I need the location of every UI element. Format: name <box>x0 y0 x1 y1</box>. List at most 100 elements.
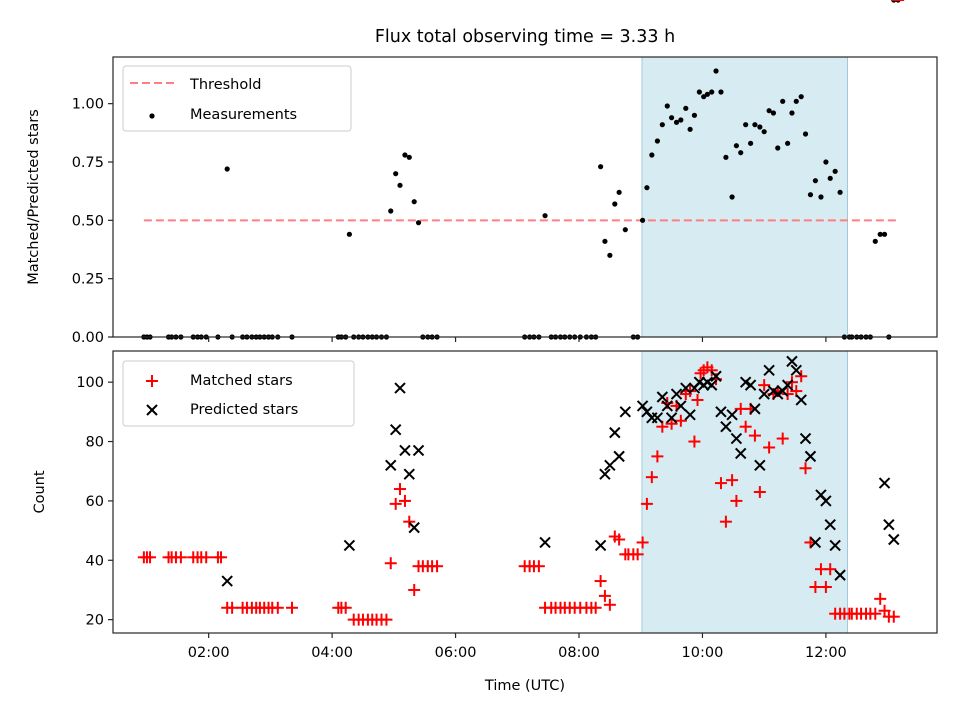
bottom-y-tick-label: 40 <box>86 553 104 569</box>
matched-star-point <box>403 515 416 528</box>
measurement-point <box>837 189 843 195</box>
predicted-star-point <box>599 468 611 480</box>
measurement-point <box>823 159 829 165</box>
matched-star-point <box>705 364 718 377</box>
predicted-star-point <box>715 406 727 418</box>
measurement-point <box>678 117 684 123</box>
predicted-star-point <box>786 355 798 368</box>
predicted-star-point <box>604 459 616 471</box>
measurement-point <box>388 208 394 214</box>
bottom-y-tick-label: 60 <box>86 494 104 510</box>
matched-star-point <box>398 494 411 507</box>
bottom-x-ticks: 02:00 04:00 06:00 08:00 10:00 12:00 <box>188 633 847 661</box>
top-legend-box <box>122 65 352 132</box>
matched-star-point <box>809 580 822 593</box>
predicted-star-point <box>675 400 687 412</box>
x-tick-label: 10:00 <box>682 645 724 661</box>
x-axis-label: Time (UTC) <box>484 678 565 694</box>
measurement-point <box>664 103 670 109</box>
legend-matched-label: Matched stars <box>190 373 293 389</box>
bottom-y-tick-label: 20 <box>86 613 104 629</box>
measurement-point <box>775 145 781 151</box>
measurement-point <box>224 166 230 172</box>
top-y-tick-label: 1.00 <box>72 97 104 113</box>
measurement-point <box>639 217 646 223</box>
measurement-point <box>616 189 622 195</box>
predicted-star-point <box>763 364 775 377</box>
matched-star-point <box>613 533 626 546</box>
matched-star-point <box>380 613 393 626</box>
top-y-tick-label: 0.50 <box>72 213 104 229</box>
measurement-point <box>411 199 417 205</box>
measurement-point <box>607 252 613 258</box>
matched-stars-points <box>137 0 905 626</box>
measurement-point <box>818 194 824 200</box>
x-tick-label: 06:00 <box>435 645 477 661</box>
predicted-star-point <box>888 533 900 546</box>
measurement-point <box>872 238 878 244</box>
matched-star-point <box>532 560 545 573</box>
top-x-ticks <box>208 337 827 342</box>
matched-star-point <box>869 607 882 620</box>
measurement-point <box>802 131 809 137</box>
matched-star-point <box>408 583 421 596</box>
measurement-point <box>827 175 833 181</box>
chart-title: Flux total observing time = 3.33 h <box>375 27 675 47</box>
matched-star-point <box>674 414 687 427</box>
measurement-point <box>812 178 819 184</box>
measurement-point <box>346 231 352 237</box>
predicted-star-point <box>656 391 669 403</box>
predicted-star-point <box>730 432 743 445</box>
predicted-star-point <box>680 382 692 394</box>
matched-star-point <box>645 471 658 484</box>
top-y-ticks: 0.00 0.25 0.50 0.75 1.00 <box>72 97 113 346</box>
predicted-star-point <box>744 379 757 391</box>
matched-star-point <box>795 370 808 383</box>
measurement-point <box>701 94 707 100</box>
predicted-star-point <box>834 569 846 581</box>
matched-star-point <box>887 610 900 623</box>
measurement-point <box>691 112 698 118</box>
legend-threshold-label: Threshold <box>189 77 261 93</box>
bottom-axes-frame <box>112 350 938 634</box>
matched-star-point <box>665 417 678 430</box>
measurement-point <box>622 227 628 233</box>
measurement-point <box>723 154 729 160</box>
x-tick-label: 04:00 <box>311 645 353 661</box>
legend-predicted-swatch <box>146 404 158 416</box>
matched-star-point <box>753 486 766 498</box>
measurement-point <box>612 201 618 207</box>
predicted-star-point <box>385 459 397 471</box>
predicted-star-point <box>804 450 817 463</box>
matched-star-point <box>200 551 213 564</box>
predicted-star-point <box>594 539 607 552</box>
predicted-star-point <box>758 388 770 400</box>
predicted-star-point <box>781 379 794 391</box>
bottom-legend: Matched stars Predicted stars <box>122 360 355 427</box>
measurement-point <box>402 152 408 158</box>
matched-star-point <box>714 477 727 490</box>
matched-star-point <box>763 441 776 454</box>
bottom-y-ticks: 20 40 60 80 100 <box>76 375 113 629</box>
measurement-point <box>747 140 754 146</box>
predicted-star-point <box>820 495 832 507</box>
matched-star-point <box>636 536 649 549</box>
predicted-star-point <box>389 423 402 436</box>
measurement-point <box>718 89 724 95</box>
measurement-point <box>785 140 791 146</box>
matched-star-point <box>598 589 611 602</box>
matched-star-point <box>631 548 644 561</box>
measurement-point <box>542 213 548 219</box>
measurement-point <box>881 231 888 237</box>
matched-star-point <box>799 462 812 475</box>
measurement-point <box>673 119 680 125</box>
predicted-stars-points <box>221 355 900 587</box>
measurement-point <box>683 105 689 111</box>
predicted-star-point <box>706 379 718 391</box>
measurement-point <box>704 91 710 97</box>
measurement-point <box>757 124 763 130</box>
predicted-star-point <box>539 536 551 549</box>
measurement-point <box>793 98 799 104</box>
predicted-star-point <box>670 388 683 400</box>
top-legend: Threshold Measurements <box>122 65 352 132</box>
